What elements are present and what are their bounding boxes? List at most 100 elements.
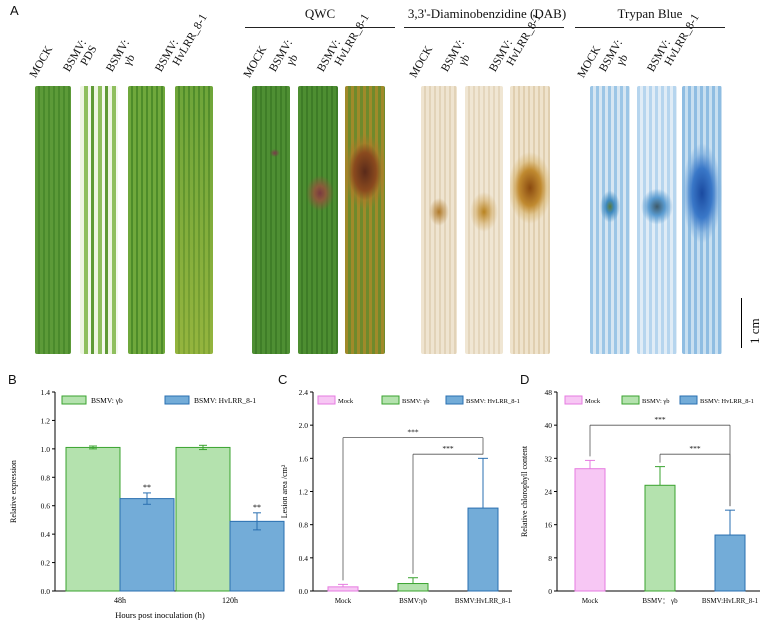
legend-label: BSMV: γb [642, 398, 670, 405]
significance-label: *** [689, 444, 701, 453]
panel-d-label: D [520, 372, 530, 387]
leaf-label: BSMV: γb [439, 38, 477, 80]
x-tick-label: BSMV:HvLRR_8-1 [455, 597, 512, 605]
y-tick-label: 2.0 [299, 421, 309, 430]
legend-label: BSMV: γb [91, 396, 123, 405]
leaf-dab-mock [421, 86, 457, 354]
x-tick-label: 120h [222, 596, 238, 605]
bar [229, 520, 285, 592]
y-axis-label: Lesion area /cm² [280, 464, 289, 518]
y-axis-label: Relative chlorophyll content [520, 445, 529, 537]
y-tick-label: 8 [548, 554, 552, 563]
group-title-dab: 3,3'-Diaminobenzidine (DAB) [407, 6, 567, 21]
leaf-qwc-mock [252, 86, 290, 354]
legend-label: BSMV: HvLRR_8-1 [194, 396, 256, 405]
legend-swatch [621, 395, 640, 405]
leaf-mock [35, 86, 71, 354]
legend-swatch [445, 395, 464, 405]
leaf-label: BSMV: HvLRR_8-1 [153, 6, 210, 80]
y-tick-label: 0.4 [41, 530, 51, 539]
legend-label: Mock [585, 398, 601, 405]
bar [574, 468, 606, 592]
leaf-label-line: MOCK [27, 44, 56, 80]
leaf-trypan-gb [637, 86, 677, 354]
bar [644, 484, 676, 592]
leaf-label: BSMV: γb [267, 38, 305, 80]
x-tick-label: 48h [114, 596, 126, 605]
y-tick-label: 1.2 [299, 488, 309, 497]
significance-label: ** [253, 503, 261, 512]
significance-label: *** [407, 428, 419, 437]
y-axis-label: Relative expression [9, 460, 18, 523]
leaf-dab-gb [465, 86, 503, 354]
group-title-qwc: QWC [304, 6, 336, 21]
leaf-bsmv-gb [128, 86, 165, 354]
bar [327, 586, 359, 592]
leaf-label: BSMV: γb [104, 38, 142, 80]
significance-label: *** [442, 444, 454, 453]
bar [467, 507, 499, 592]
y-tick-label: 0.8 [299, 521, 309, 530]
x-tick-label: Mock [335, 597, 352, 605]
y-tick-label: 2.4 [299, 388, 309, 397]
x-tick-label: BSMV:HvLRR_8-1 [702, 597, 759, 605]
y-tick-label: 1.0 [41, 445, 51, 454]
y-tick-label: 16 [545, 521, 553, 530]
y-tick-label: 1.4 [41, 388, 51, 397]
legend-swatch [679, 395, 698, 405]
group-title-trypan: Trypan Blue [617, 6, 683, 21]
y-tick-label: 0.0 [41, 587, 51, 596]
y-tick-label: 40 [545, 421, 553, 430]
bar [397, 583, 429, 592]
leaf-bsmv-hvlrr [175, 86, 213, 354]
leaf-qwc-hvlrr [345, 86, 385, 354]
y-tick-label: 1.2 [41, 416, 51, 425]
leaf-label-line: MOCK [241, 44, 270, 80]
leaf-trypan-mock [590, 86, 630, 354]
panel-b-label: B [8, 372, 17, 387]
leaf-dab-hvlrr [510, 86, 550, 354]
y-tick-label: 1.6 [299, 454, 309, 463]
x-axis-label: Hours post inoculation (h) [115, 610, 205, 620]
y-tick-label: 0.6 [41, 502, 51, 511]
leaf-label: MOCK [28, 44, 56, 80]
legend-label: BSMV: HvLRR_8-1 [466, 398, 520, 405]
legend-label: BSMV: HvLRR_8-1 [700, 398, 754, 405]
leaf-label-line: MOCK [407, 44, 436, 80]
y-tick-label: 0.0 [299, 587, 309, 596]
group-line-trypan [575, 27, 725, 28]
y-tick-label: 24 [545, 488, 553, 497]
y-tick-label: 0.4 [299, 554, 309, 563]
legend-swatch [164, 395, 190, 405]
legend-swatch [381, 395, 400, 405]
legend-swatch [564, 395, 583, 405]
legend-label: BSMV: γb [402, 398, 430, 405]
y-tick-label: 0 [548, 587, 552, 596]
significance-label: *** [654, 415, 666, 424]
leaf-bsmv-pds [80, 86, 118, 354]
y-tick-label: 48 [545, 388, 553, 397]
bar [714, 534, 746, 592]
panel-a-label: A [10, 3, 19, 18]
bar [119, 498, 175, 592]
leaf-label: MOCK [408, 44, 436, 80]
leaf-label: BSMV: PDS [61, 38, 99, 80]
y-tick-label: 0.2 [41, 559, 51, 568]
x-tick-label: BSMV： γb [642, 597, 678, 605]
y-tick-label: 32 [545, 454, 553, 463]
legend-swatch [317, 395, 336, 405]
x-tick-label: BSMV:γb [399, 597, 427, 605]
bar [65, 446, 121, 592]
legend-label: Mock [338, 398, 354, 405]
legend-swatch [61, 395, 87, 405]
leaf-trypan-hvlrr [682, 86, 722, 354]
panel-c-label: C [278, 372, 288, 387]
significance-label: ** [143, 483, 151, 492]
y-tick-label: 0.8 [41, 473, 51, 482]
scale-bar [741, 298, 742, 348]
leaf-label: MOCK [242, 44, 270, 80]
leaf-qwc-gb [298, 86, 338, 354]
bar [175, 446, 231, 592]
x-tick-label: Mock [582, 597, 599, 605]
group-line-dab [404, 27, 564, 28]
